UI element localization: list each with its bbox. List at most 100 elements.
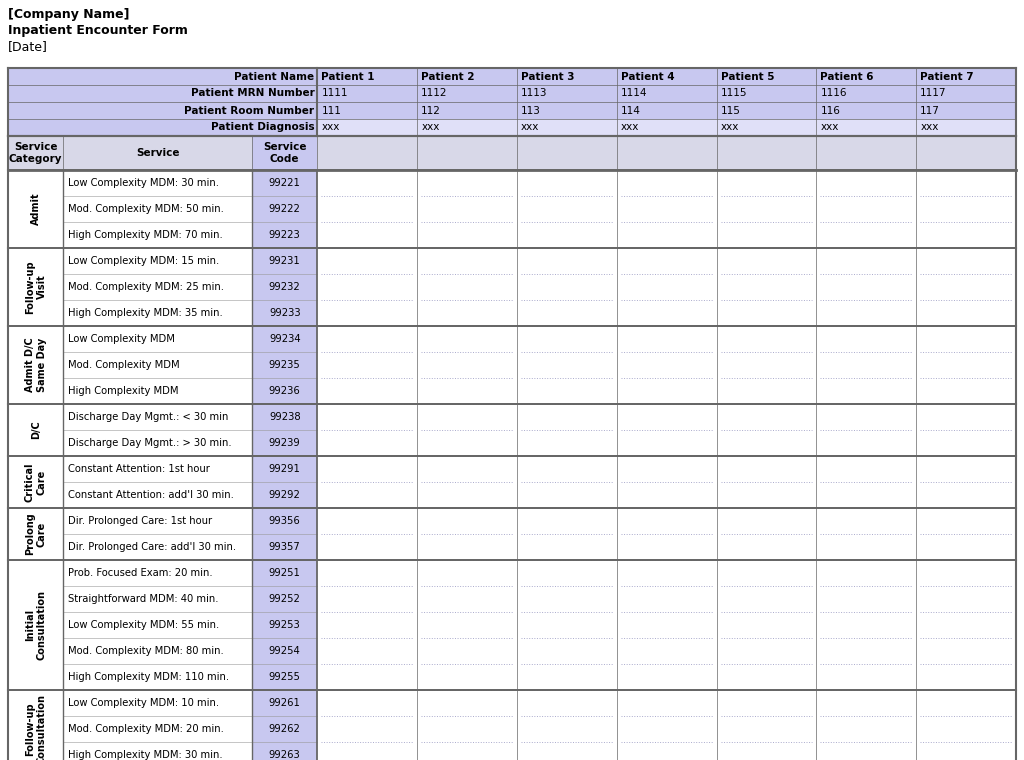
Text: Admit: Admit [31, 193, 41, 225]
Text: 111: 111 [322, 106, 341, 116]
Text: 99223: 99223 [269, 230, 301, 240]
Text: Patient Name: Patient Name [234, 71, 314, 81]
Bar [8, 102, 317, 119]
Text: Discharge Day Mgmt.: < 30 min: Discharge Day Mgmt.: < 30 min [69, 412, 228, 422]
Text: Critical
Care: Critical Care [25, 462, 46, 502]
Bar [8, 85, 317, 102]
Text: Constant Attention: add'l 30 min.: Constant Attention: add'l 30 min. [69, 490, 234, 500]
Bar [517, 102, 616, 119]
Text: Service
Category: Service Category [9, 142, 62, 164]
Text: 99252: 99252 [268, 594, 301, 604]
Text: Service
Code: Service Code [263, 142, 306, 164]
Text: D/C: D/C [31, 420, 41, 439]
Text: Follow-up
Consultation: Follow-up Consultation [25, 694, 46, 760]
Bar [8, 119, 317, 136]
Text: 99356: 99356 [269, 516, 301, 526]
Text: Patient 7: Patient 7 [921, 71, 974, 81]
Text: 99251: 99251 [268, 568, 301, 578]
Text: 99221: 99221 [268, 178, 301, 188]
Text: 99238: 99238 [269, 412, 300, 422]
Text: 99233: 99233 [269, 308, 300, 318]
Text: Patient 2: Patient 2 [421, 71, 475, 81]
Text: Low Complexity MDM: 55 min.: Low Complexity MDM: 55 min. [69, 620, 220, 630]
Text: Mod. Complexity MDM: Mod. Complexity MDM [69, 360, 180, 370]
Bar [616, 119, 717, 136]
Text: Dir. Prolonged Care: 1st hour: Dir. Prolonged Care: 1st hour [69, 516, 213, 526]
Bar [717, 85, 816, 102]
Text: Patient 1: Patient 1 [322, 71, 375, 81]
Bar [816, 68, 916, 85]
Bar [252, 508, 317, 560]
Text: Patient 5: Patient 5 [721, 71, 774, 81]
Bar [916, 102, 1016, 119]
Bar [252, 248, 317, 326]
Text: Patient 3: Patient 3 [521, 71, 574, 81]
Text: 99234: 99234 [269, 334, 300, 344]
Text: Mod. Complexity MDM: 25 min.: Mod. Complexity MDM: 25 min. [69, 282, 224, 292]
Text: 116: 116 [820, 106, 841, 116]
Text: 99262: 99262 [268, 724, 301, 734]
Text: Admit D/C
Same Day: Admit D/C Same Day [25, 337, 46, 392]
Text: 99254: 99254 [269, 646, 301, 656]
Bar [816, 102, 916, 119]
Text: [Date]: [Date] [8, 40, 48, 53]
Text: 99231: 99231 [269, 256, 301, 266]
Text: 1112: 1112 [421, 88, 447, 99]
Text: 99261: 99261 [268, 698, 301, 708]
Text: 113: 113 [521, 106, 541, 116]
Text: 1117: 1117 [921, 88, 947, 99]
Bar [317, 119, 417, 136]
Text: High Complexity MDM: 30 min.: High Complexity MDM: 30 min. [69, 750, 223, 760]
Text: 115: 115 [721, 106, 740, 116]
Text: Discharge Day Mgmt.: > 30 min.: Discharge Day Mgmt.: > 30 min. [69, 438, 232, 448]
Text: [Company Name]: [Company Name] [8, 8, 129, 21]
Text: 117: 117 [921, 106, 940, 116]
Text: Mod. Complexity MDM: 80 min.: Mod. Complexity MDM: 80 min. [69, 646, 224, 656]
Text: Patient 6: Patient 6 [820, 71, 873, 81]
Text: Patient MRN Number: Patient MRN Number [190, 88, 314, 99]
Bar [916, 68, 1016, 85]
Bar [252, 170, 317, 248]
Text: xxx: xxx [521, 122, 540, 132]
Text: 1113: 1113 [521, 88, 548, 99]
Text: 99292: 99292 [268, 490, 301, 500]
Text: 99222: 99222 [268, 204, 301, 214]
Bar [816, 119, 916, 136]
Text: Patient Room Number: Patient Room Number [184, 106, 314, 116]
Text: 1114: 1114 [621, 88, 647, 99]
Text: Mod. Complexity MDM: 20 min.: Mod. Complexity MDM: 20 min. [69, 724, 224, 734]
Bar [717, 68, 816, 85]
Bar [8, 68, 317, 85]
Text: Low Complexity MDM: Low Complexity MDM [69, 334, 175, 344]
Bar [317, 85, 417, 102]
Text: 1115: 1115 [721, 88, 748, 99]
Text: xxx: xxx [721, 122, 739, 132]
Bar [417, 68, 517, 85]
Bar [252, 326, 317, 404]
Bar [252, 404, 317, 456]
Text: Patient Diagnosis: Patient Diagnosis [211, 122, 314, 132]
Bar [616, 68, 717, 85]
Bar [616, 102, 717, 119]
Bar [317, 102, 417, 119]
Bar [252, 456, 317, 508]
Text: High Complexity MDM: High Complexity MDM [69, 386, 179, 396]
Text: Inpatient Encounter Form: Inpatient Encounter Form [8, 24, 187, 37]
Bar [916, 119, 1016, 136]
Text: 99235: 99235 [269, 360, 301, 370]
Bar [252, 136, 317, 170]
Text: High Complexity MDM: 35 min.: High Complexity MDM: 35 min. [69, 308, 223, 318]
Text: Patient 4: Patient 4 [621, 71, 675, 81]
Bar [717, 119, 816, 136]
Text: Low Complexity MDM: 10 min.: Low Complexity MDM: 10 min. [69, 698, 219, 708]
Text: Low Complexity MDM: 30 min.: Low Complexity MDM: 30 min. [69, 178, 219, 188]
Bar [816, 85, 916, 102]
Text: 99239: 99239 [269, 438, 301, 448]
Bar [417, 85, 517, 102]
Text: 1116: 1116 [820, 88, 847, 99]
Bar [252, 560, 317, 690]
Text: 112: 112 [421, 106, 441, 116]
Text: Prolong
Care: Prolong Care [25, 513, 46, 556]
Text: Low Complexity MDM: 15 min.: Low Complexity MDM: 15 min. [69, 256, 220, 266]
Bar [8, 136, 1016, 170]
